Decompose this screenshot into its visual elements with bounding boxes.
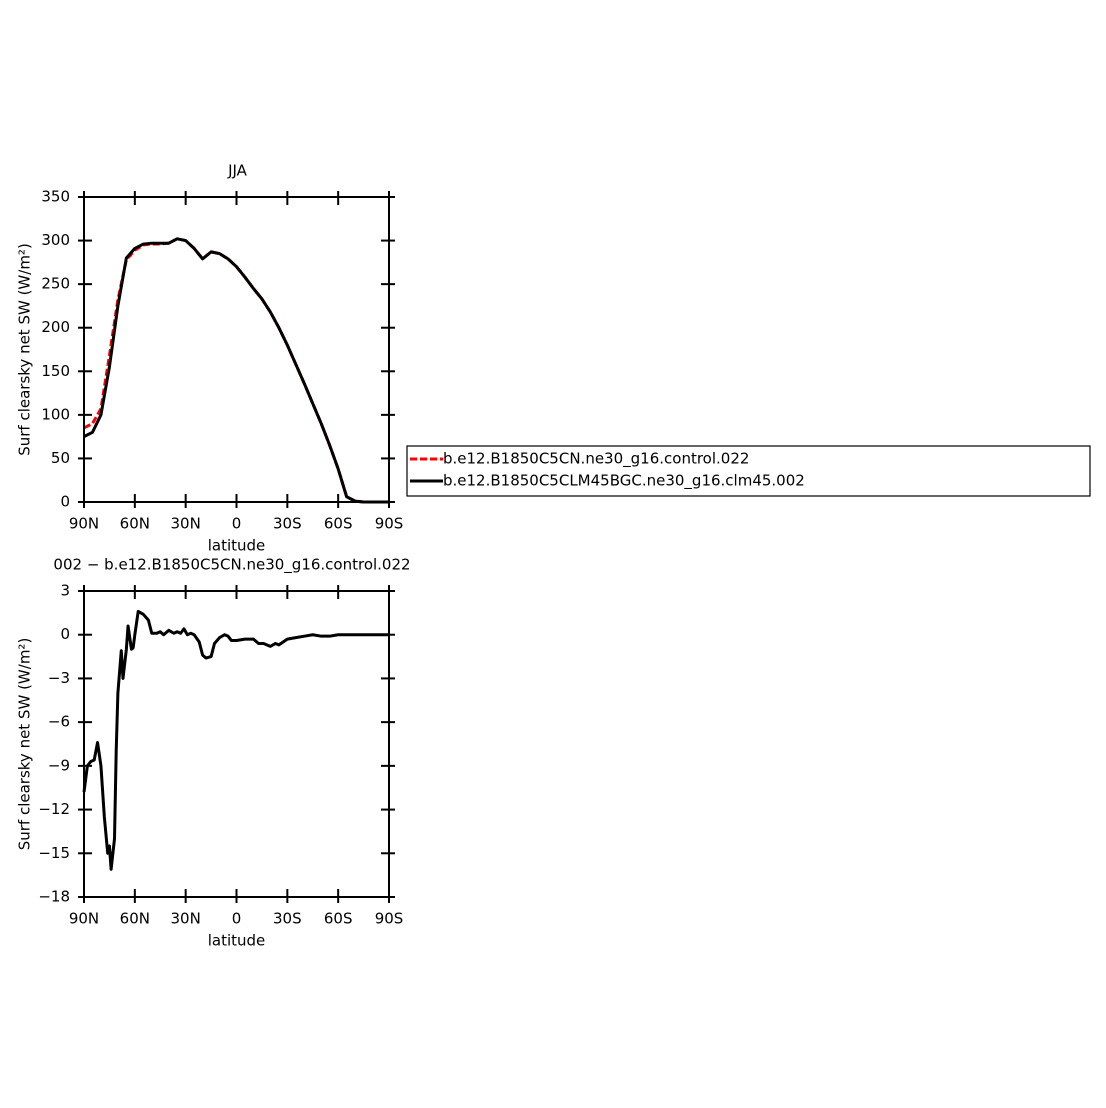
y-tick-label: 150 [41, 362, 70, 380]
x-tick-label: 30S [273, 515, 302, 533]
y-tick-label: −3 [48, 669, 70, 687]
y-tick-label: 50 [51, 449, 70, 467]
y-axis-label: Surf clearsky net SW (W/m²) [16, 638, 34, 851]
y-tick-label: 200 [41, 318, 70, 336]
x-tick-label: 60N [120, 910, 150, 928]
y-tick-label: 350 [41, 188, 70, 206]
y-tick-label: 300 [41, 231, 70, 249]
x-tick-label: 0 [232, 515, 242, 533]
y-tick-label: −6 [48, 713, 70, 731]
x-tick-label: 60S [324, 910, 353, 928]
x-tick-label: 90S [375, 515, 404, 533]
y-tick-label: 3 [60, 582, 70, 600]
chart-title: JJA [227, 162, 248, 180]
x-tick-label: 30N [171, 515, 201, 533]
x-axis-label: latitude [208, 932, 266, 950]
data-line [83, 237, 389, 504]
y-tick-label: −12 [38, 800, 70, 818]
y-tick-label: −9 [48, 756, 70, 774]
x-tick-label: 90S [375, 910, 404, 928]
y-tick-label: 100 [41, 405, 70, 423]
x-tick-label: 30N [171, 910, 201, 928]
x-tick-label: 0 [232, 910, 242, 928]
plot-frame [83, 196, 390, 503]
legend-label: b.e12.B1850C5CN.ne30_g16.control.022 [443, 450, 749, 469]
data-line [83, 237, 389, 504]
x-tick-label: 60N [120, 515, 150, 533]
chart-title: 002 − b.e12.B1850C5CN.ne30_g16.control.0… [53, 556, 410, 575]
y-tick-label: 0 [60, 625, 70, 643]
y-tick-label: −18 [38, 888, 70, 906]
plot-frame [83, 590, 390, 898]
y-tick-label: 250 [41, 275, 70, 293]
legend-label: b.e12.B1850C5CLM45BGC.ne30_g16.clm45.002 [443, 472, 805, 491]
y-tick-label: 0 [60, 493, 70, 511]
x-tick-label: 30S [273, 910, 302, 928]
y-axis-label: Surf clearsky net SW (W/m²) [16, 243, 34, 456]
x-tick-label: 90N [69, 910, 99, 928]
x-tick-label: 60S [324, 515, 353, 533]
legend-box [406, 445, 1091, 497]
data-line [82, 609, 389, 871]
y-tick-label: −15 [38, 844, 70, 862]
x-tick-label: 90N [69, 515, 99, 533]
x-axis-label: latitude [208, 537, 266, 555]
